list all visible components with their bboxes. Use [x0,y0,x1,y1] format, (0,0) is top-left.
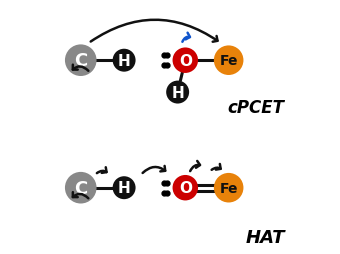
Circle shape [214,46,243,76]
Text: Fe: Fe [219,54,238,68]
Circle shape [65,45,97,77]
Text: O: O [179,54,192,68]
Text: C: C [74,52,87,70]
Text: Fe: Fe [219,181,238,195]
Circle shape [113,50,136,72]
Text: cPCET: cPCET [228,99,285,117]
Text: C: C [74,179,87,197]
Text: H: H [118,54,131,68]
Text: H: H [118,181,131,195]
Text: HAT: HAT [245,228,285,246]
Text: O: O [179,181,192,195]
Circle shape [113,177,136,199]
Circle shape [172,175,198,201]
Circle shape [172,48,198,74]
Circle shape [214,173,243,203]
Circle shape [166,81,189,104]
Text: H: H [171,85,184,100]
Circle shape [65,172,97,204]
